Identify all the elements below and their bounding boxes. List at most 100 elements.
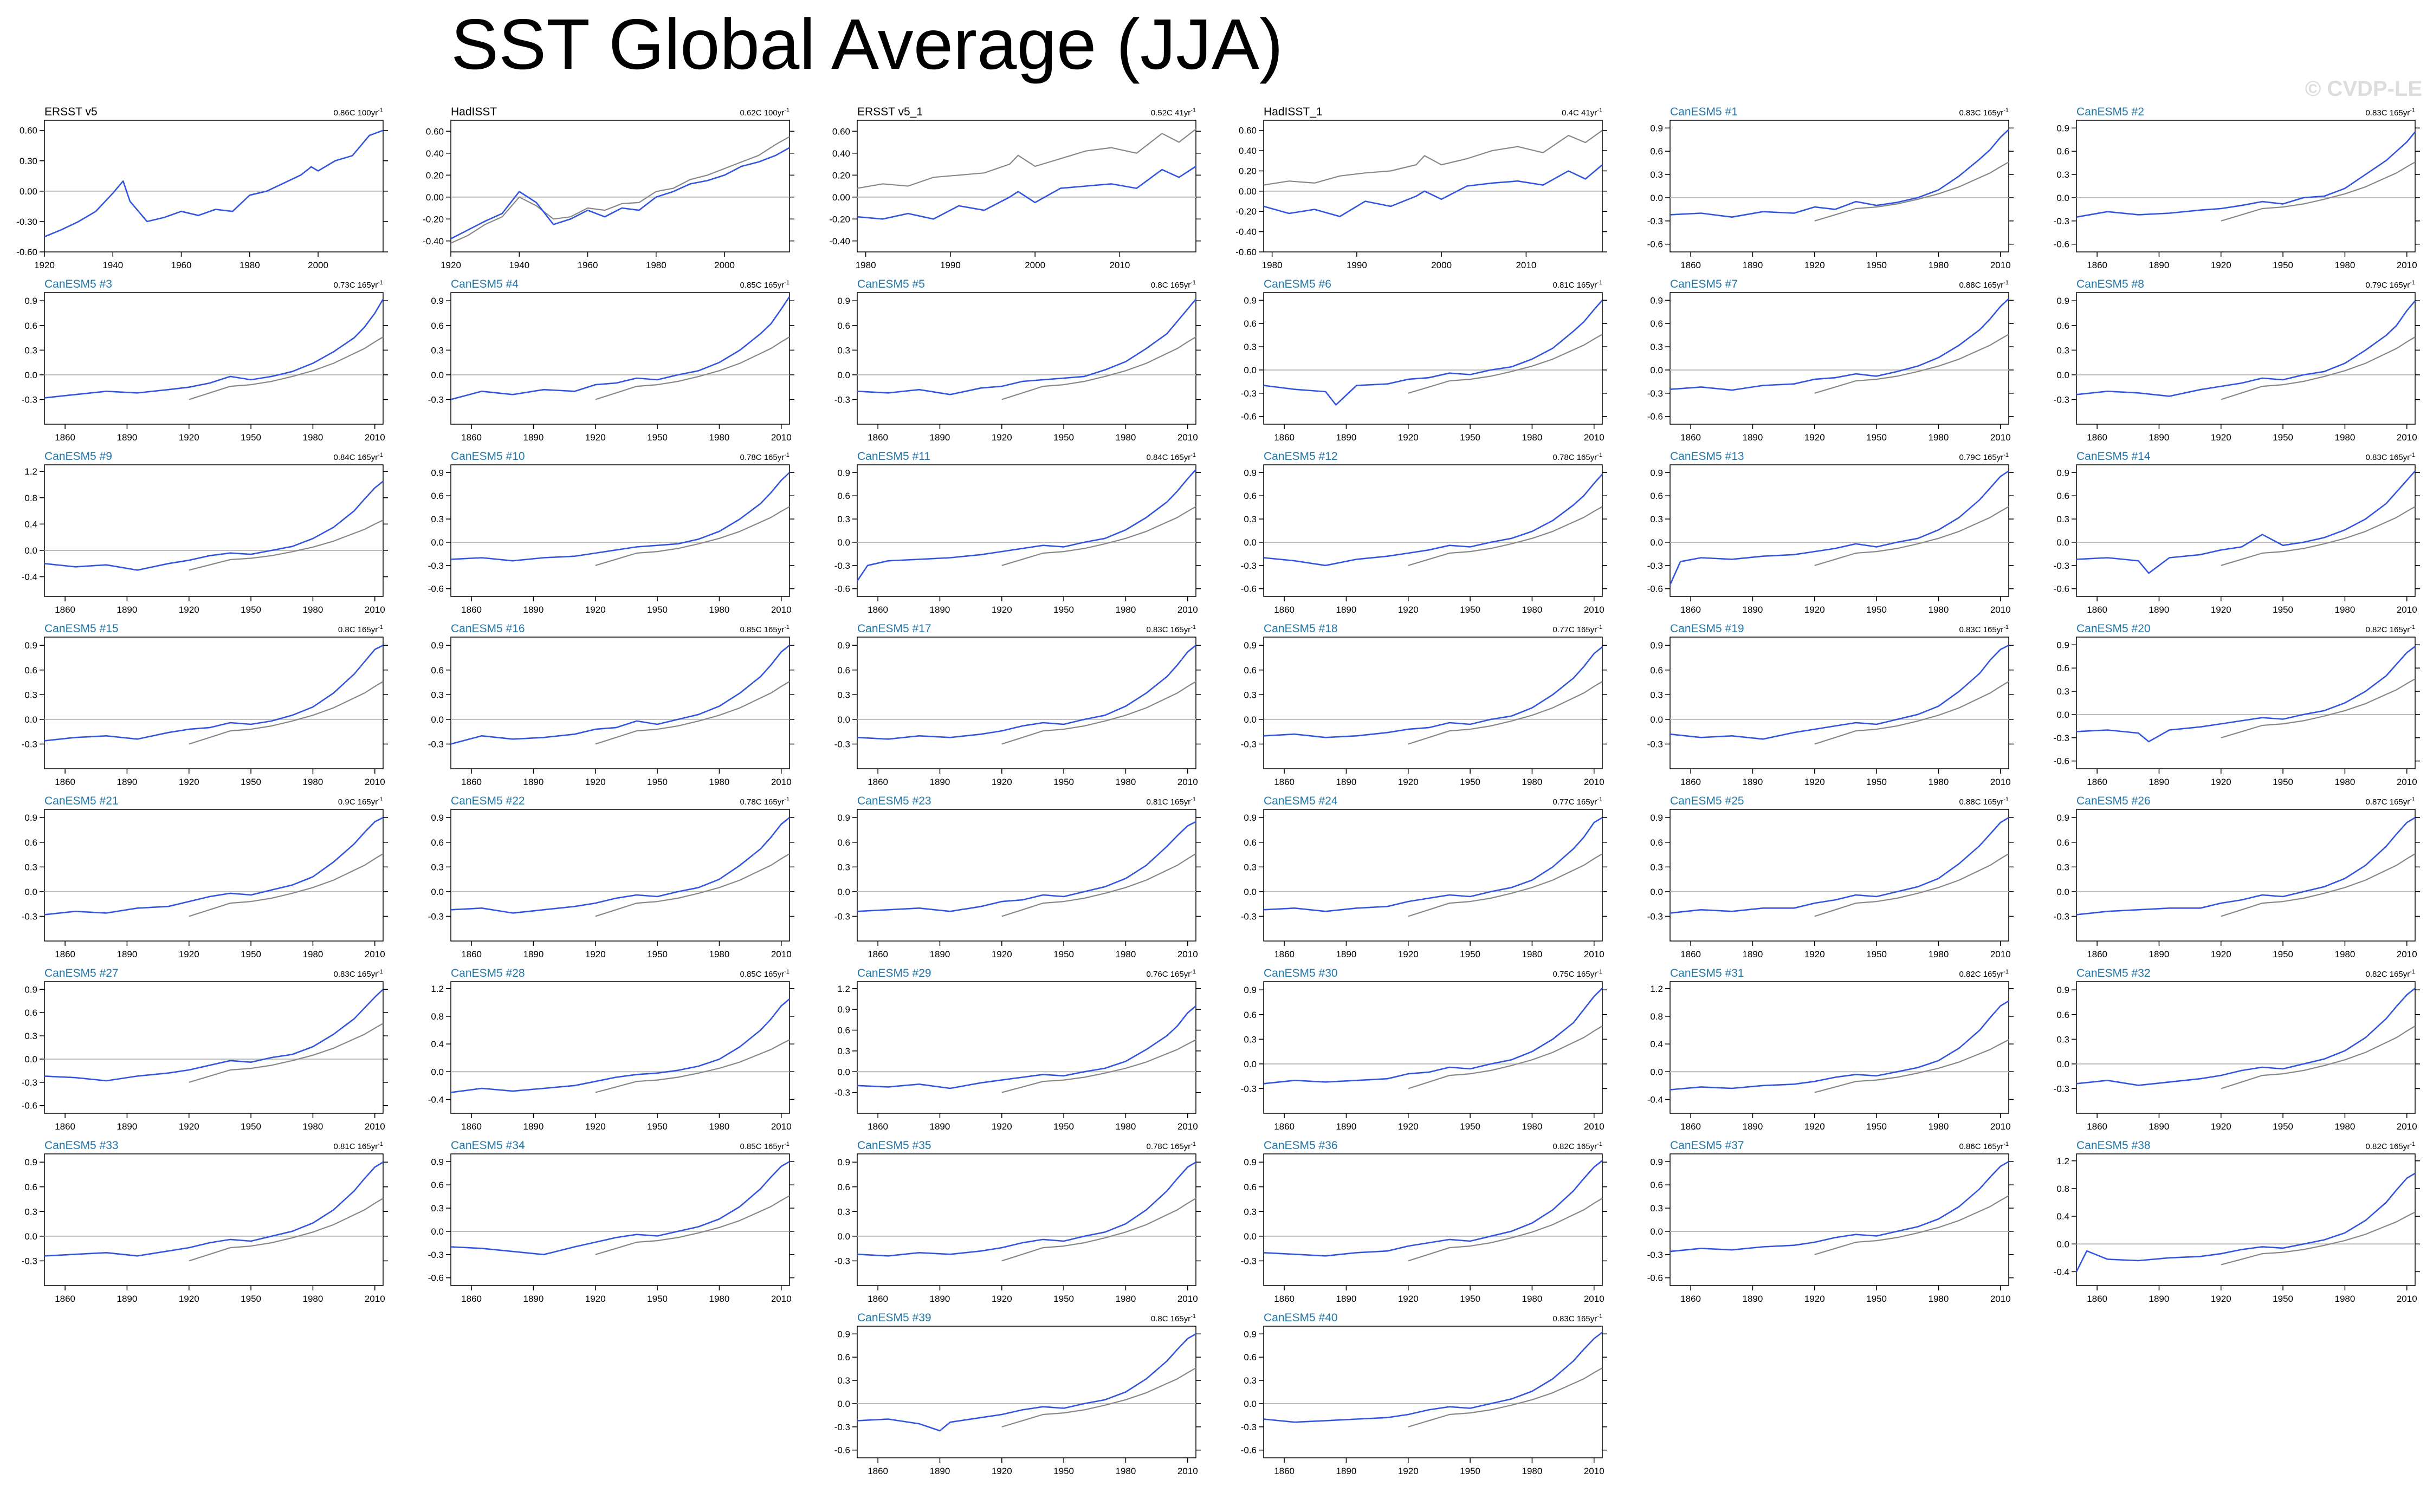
x-tick-label: 1890	[2149, 432, 2170, 443]
series-line-primary	[2076, 988, 2416, 1086]
y-tick-label: 0.9	[837, 813, 850, 823]
x-tick-label: 1950	[2273, 1121, 2293, 1132]
chart-panel: CanESM5 #9 0.84C 165yr-1 -0.4 0.0 0.4 0.8 1.2 1…	[22, 450, 388, 615]
plot-frame	[2076, 981, 2416, 1114]
y-tick-label: 0.9	[1650, 295, 1663, 306]
panel-title: CanESM5 #8	[2076, 278, 2144, 290]
x-tick-label: 1890	[1743, 1294, 1763, 1304]
trend-label: 0.85C 165yr-1	[740, 969, 790, 979]
plot-frame	[44, 464, 384, 597]
trend-label: 0.82C 165yr-1	[2366, 1141, 2416, 1151]
x-tick-label: 1980	[2335, 260, 2356, 270]
x-tick-label: 2010	[365, 1294, 385, 1304]
trend-label: 0.79C 165yr-1	[1959, 452, 2009, 462]
trend-label: 0.73C 165yr-1	[334, 280, 384, 290]
x-tick-label: 1980	[1929, 605, 1949, 615]
plot-frame	[1263, 981, 1603, 1114]
panel-title: ERSST v5_1	[857, 106, 923, 118]
series-line-primary	[450, 472, 790, 562]
y-tick-label: 0.4	[2056, 1211, 2069, 1222]
plot-frame	[2076, 120, 2416, 252]
panel-title: CanESM5 #27	[44, 967, 119, 979]
y-tick-label: -0.3	[1241, 1083, 1257, 1094]
y-tick-label: 0.3	[1650, 342, 1663, 352]
y-tick-label: -0.6	[834, 1445, 850, 1456]
x-tick-label: 1860	[1680, 777, 1701, 787]
panel-title: CanESM5 #7	[1670, 278, 1738, 290]
x-tick-label: 1920	[1398, 432, 1419, 443]
y-tick-label: 0.3	[24, 345, 37, 355]
y-tick-label: 0.6	[431, 1180, 444, 1190]
chart-panel: CanESM5 #34 0.85C 165yr-1 -0.6 -0.3 0.0 0.3 0.…	[428, 1139, 794, 1304]
trend-label: 0.83C 165yr-1	[1147, 624, 1196, 634]
y-tick-label: -0.3	[2054, 733, 2069, 743]
series-line-primary	[450, 998, 790, 1093]
x-tick-label: 1860	[1274, 777, 1295, 787]
y-tick-label: -0.3	[1241, 388, 1257, 399]
x-tick-label: 1950	[647, 605, 668, 615]
x-tick-label: 2010	[2397, 260, 2417, 270]
chart-panel: CanESM5 #12 0.78C 165yr-1 -0.6 -0.3 0.0 0.3 0.…	[1241, 450, 1607, 615]
y-tick-label: -0.6	[428, 584, 444, 594]
panel-title: CanESM5 #14	[2076, 450, 2151, 463]
y-tick-label: 0.9	[431, 640, 444, 651]
y-tick-label: 0.6	[1244, 1010, 1257, 1020]
y-tick-label: 0.9	[2056, 123, 2069, 133]
chart-panel: CanESM5 #11 0.84C 165yr-1 -0.6 -0.3 0.0 0.3 0.…	[834, 450, 1201, 615]
x-tick-label: 1890	[523, 1294, 544, 1304]
x-tick-label: 1980	[1929, 260, 1949, 270]
y-tick-label: 0.0	[1650, 715, 1663, 725]
series-line-comparison	[595, 681, 790, 745]
y-tick-label: -0.3	[834, 739, 850, 749]
y-tick-label: 0.0	[837, 1231, 850, 1242]
x-tick-label: 1860	[1680, 949, 1701, 959]
x-tick-label: 1920	[1398, 777, 1419, 787]
plot-frame	[450, 637, 790, 769]
y-tick-label: -0.3	[428, 911, 444, 922]
series-line-primary	[857, 1005, 1196, 1089]
x-tick-label: 2010	[2397, 432, 2417, 443]
series-line-primary	[1670, 298, 2009, 391]
series-line-comparison	[1814, 853, 2009, 917]
series-line-primary	[1670, 1161, 2009, 1253]
x-tick-label: 1920	[179, 605, 199, 615]
series-line-comparison	[1408, 853, 1603, 917]
series-line-comparison	[1001, 1039, 1196, 1093]
y-tick-label: -0.3	[1647, 216, 1663, 226]
y-tick-label: 0.6	[1650, 146, 1663, 157]
trend-label: 0.77C 165yr-1	[1553, 624, 1603, 634]
x-tick-label: 1950	[241, 949, 261, 959]
panel-title: CanESM5 #35	[857, 1139, 931, 1152]
x-tick-label: 2010	[1990, 777, 2011, 787]
x-tick-label: 1890	[523, 949, 544, 959]
trend-label: 0.88C 165yr-1	[1959, 796, 2009, 807]
x-tick-label: 1960	[578, 260, 598, 270]
panel-title: CanESM5 #37	[1670, 1139, 1744, 1152]
trend-label: 0.8C 165yr-1	[338, 624, 383, 634]
x-tick-label: 1950	[241, 777, 261, 787]
series-line-comparison	[1814, 1195, 2009, 1255]
x-tick-label: 1950	[1460, 777, 1480, 787]
x-tick-label: 1860	[2087, 605, 2107, 615]
y-tick-label: -0.3	[1241, 739, 1257, 749]
trend-label: 0.9C 165yr-1	[338, 796, 383, 807]
panel-title: CanESM5 #23	[857, 795, 931, 807]
y-tick-label: 0.6	[1650, 491, 1663, 501]
y-tick-label: 0.0	[837, 370, 850, 380]
chart-panel: CanESM5 #3 0.73C 165yr-1 -0.3 0.0 0.3 0.6 0.9 1…	[22, 278, 388, 443]
x-tick-label: 1890	[930, 777, 950, 787]
x-tick-label: 1860	[1274, 949, 1295, 959]
y-tick-label: 0.40	[426, 148, 444, 159]
plot-frame	[44, 809, 384, 942]
panel-title: CanESM5 #5	[857, 278, 925, 290]
series-line-primary	[450, 147, 790, 239]
plot-frame	[450, 1153, 790, 1286]
plot-frame	[1263, 292, 1603, 425]
x-tick-label: 1890	[117, 777, 138, 787]
chart-panel: CanESM5 #39 0.8C 165yr-1 -0.6 -0.3 0.0 0.3 0.6…	[834, 1312, 1201, 1476]
plot-frame	[2076, 809, 2416, 942]
x-tick-label: 2010	[771, 1121, 792, 1132]
y-tick-label: 0.6	[1244, 838, 1257, 848]
x-tick-label: 1950	[1053, 1294, 1074, 1304]
x-tick-label: 1860	[2087, 1121, 2107, 1132]
